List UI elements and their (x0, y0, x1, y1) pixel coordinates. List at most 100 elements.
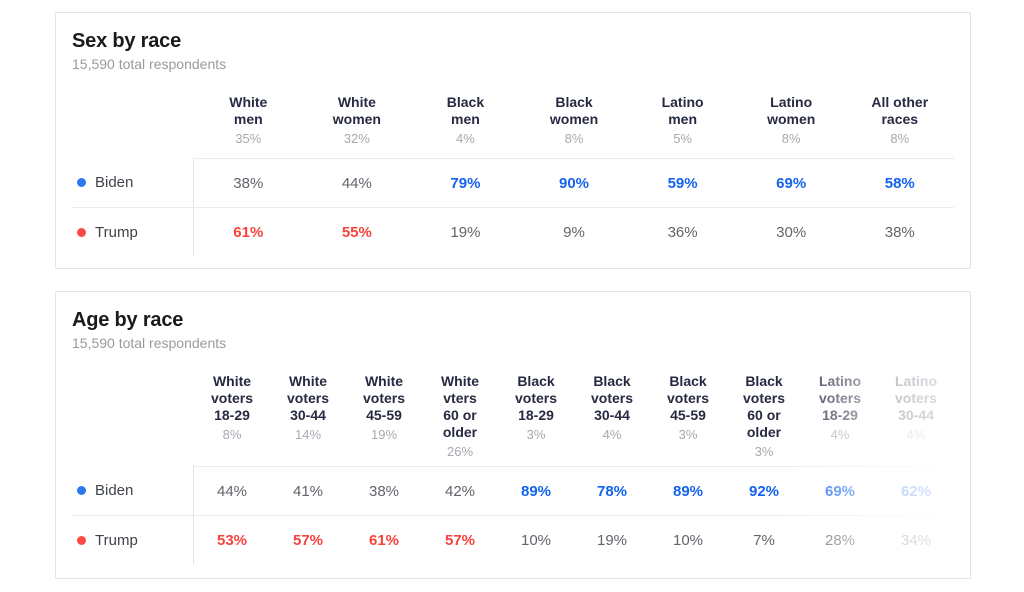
card-title: Sex by race (72, 30, 181, 52)
value-cell: 61% (368, 531, 400, 549)
column-header: Black voters 18-29 3% (498, 373, 574, 460)
value-cell: 19% (596, 531, 628, 549)
column-label: White vters 60 or older (440, 373, 480, 440)
column-label: All other races (871, 94, 929, 127)
age-by-race-card: Age by race 15,590 total respondents Whi… (55, 291, 971, 579)
value-cell: 44% (216, 482, 248, 500)
value-cells: 61% 55% 19% 9% 36% 30% 38% (194, 208, 954, 256)
value-cell: 38% (233, 174, 264, 192)
value-cell: 10% (520, 531, 552, 549)
value-cells: 38% 44% 79% 90% 59% 69% 58% (194, 158, 954, 207)
column-header: Black voters 30-44 4% (574, 373, 650, 460)
column-share: 3% (526, 427, 546, 442)
candidate-name: Biden (95, 482, 134, 499)
value-cell: 42% (444, 482, 476, 500)
value-cell: 41% (292, 482, 324, 500)
column-label: Latino women (767, 94, 816, 127)
column-share: 8% (890, 131, 910, 146)
value-cell: 59% (667, 174, 698, 192)
column-header: White voters 45-59 19% (346, 373, 422, 460)
column-label: Black women (549, 94, 599, 127)
column-share: 32% (343, 131, 370, 146)
column-headers: White men 35% White women 32% Black men 4% Black w… (194, 94, 954, 147)
candidate-label-cell: Trump (72, 516, 194, 564)
exit-poll-results: Sex by race 15,590 total respondents Whi… (55, 12, 971, 579)
column-header: White women 32% (303, 94, 412, 147)
value-cell: 19% (450, 223, 481, 241)
value-cell: 62% (900, 482, 932, 500)
value-cell: 90% (559, 174, 590, 192)
column-label: Black voters 60 or older (742, 373, 786, 440)
value-cell: 7% (753, 531, 775, 549)
column-share: 8% (564, 131, 584, 146)
candidate-name: Trump (95, 223, 138, 241)
value-cell: 53% (216, 531, 248, 549)
column-label: White voters 18-29 (210, 373, 254, 423)
candidate-name: Biden (95, 174, 134, 191)
column-label: White voters 30-44 (286, 373, 330, 423)
table-row-trump: Trump 61% 55% 19% 9% 36% 30% 38% (72, 207, 954, 256)
column-label: Latino voters 18-29 (818, 373, 862, 423)
value-cell: 89% (520, 482, 552, 500)
column-share: 5% (673, 131, 692, 146)
trump-dot-icon (77, 535, 86, 545)
table-row-trump: Trump 53% 57% 61% 57% 10% 19% 10% 7% 28% 34% (72, 515, 954, 564)
value-cell: 30% (776, 223, 807, 241)
column-label: Latino men (661, 94, 704, 127)
column-label: White women (332, 94, 381, 127)
candidate-name: Trump (95, 531, 138, 549)
column-label: Black voters 30-44 (590, 373, 634, 423)
column-share: 3% (754, 444, 774, 459)
column-label: Black voters 45-59 (666, 373, 710, 423)
column-share: 4% (602, 427, 622, 442)
value-cell: 69% (776, 174, 807, 192)
value-cell: 28% (824, 531, 856, 549)
column-share: 19% (370, 427, 398, 442)
value-cell: 57% (444, 531, 476, 549)
column-headers: White voters 18-29 8% White voters 30-44 14% Whi… (194, 373, 954, 460)
value-cell: 78% (596, 482, 628, 500)
column-header: Black voters 45-59 3% (650, 373, 726, 460)
value-cell: 38% (884, 223, 915, 241)
value-cell: 34% (900, 531, 932, 549)
column-header: White voters 18-29 8% (194, 373, 270, 460)
column-share: 4% (906, 427, 926, 442)
column-share: 4% (830, 427, 850, 442)
value-cell: 55% (341, 223, 372, 241)
value-cell: 10% (672, 531, 704, 549)
trump-dot-icon (77, 227, 86, 237)
column-label: White men (229, 94, 268, 127)
column-header: Latino voters 18-29 4% (802, 373, 878, 460)
value-cell: 79% (450, 174, 481, 192)
column-share: 3% (678, 427, 698, 442)
value-cell: 58% (884, 174, 915, 192)
age-by-race-table-scroll-area[interactable]: White voters 18-29 8% White voters 30-44 14% Whi… (72, 373, 954, 564)
column-header: Black women 8% (520, 94, 629, 147)
biden-dot-icon (77, 486, 86, 495)
column-header: Black voters 60 or older 3% (726, 373, 802, 460)
sex-by-race-table: White men 35% White women 32% Black men 4% Black w… (72, 94, 954, 256)
column-header: White voters 30-44 14% (270, 373, 346, 460)
table-row-biden: Biden 44% 41% 38% 42% 89% 78% 89% 92% 69% 62% (72, 466, 954, 515)
column-header: All other races 8% (845, 94, 954, 147)
column-share: 14% (294, 427, 322, 442)
column-share: 4% (456, 131, 475, 146)
value-cell: 92% (748, 482, 780, 500)
column-share: 8% (781, 131, 801, 146)
candidate-label-cell: Trump (72, 208, 194, 256)
value-cells: 44% 41% 38% 42% 89% 78% 89% 92% 69% 62% (194, 466, 954, 515)
value-cell: 69% (824, 482, 856, 500)
biden-dot-icon (77, 178, 86, 187)
column-header: White vters 60 or older 26% (422, 373, 498, 460)
table-row-biden: Biden 38% 44% 79% 90% 59% 69% 58% (72, 158, 954, 207)
card-title: Age by race (72, 309, 184, 331)
value-cell: 9% (563, 223, 585, 241)
value-cells: 53% 57% 61% 57% 10% 19% 10% 7% 28% 34% (194, 516, 954, 564)
candidate-label-cell: Biden (72, 466, 194, 515)
value-cell: 61% (233, 223, 264, 241)
column-header: Latino men 5% (628, 94, 737, 147)
column-header: Latino women 8% (737, 94, 846, 147)
value-cell: 89% (672, 482, 704, 500)
card-subtitle: 15,590 total respondents (72, 56, 227, 72)
column-share: 35% (235, 131, 262, 146)
